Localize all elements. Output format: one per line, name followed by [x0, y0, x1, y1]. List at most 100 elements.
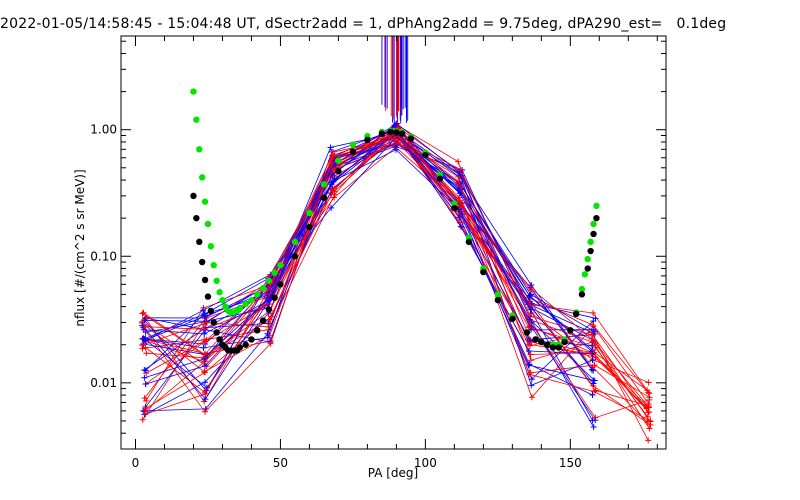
green-model-point [291, 238, 299, 246]
green-model-point [190, 88, 197, 95]
black-model-point [349, 148, 357, 155]
measurement-trace [144, 135, 594, 381]
green-model-point [581, 271, 589, 278]
measurement-trace [144, 131, 651, 422]
black-model-point [578, 291, 586, 298]
black-model-point [242, 341, 249, 348]
measurement-trace [144, 134, 593, 415]
green-model-point [201, 198, 209, 205]
green-model-point [349, 141, 357, 148]
green-model-point [584, 255, 591, 263]
black-model-point [422, 151, 429, 159]
green-model-point [219, 296, 226, 304]
black-model-point [590, 230, 597, 238]
measurement-trace [145, 126, 649, 407]
measurement-plus-marker [645, 437, 652, 444]
model-curves [190, 88, 600, 354]
green-model-point [271, 269, 278, 277]
measurement-plus-marker [646, 390, 653, 397]
black-model-point [538, 338, 545, 346]
y-tick-label: 0.01 [90, 376, 117, 390]
measurement-plus-marker [645, 379, 652, 386]
black-model-point [480, 268, 487, 276]
green-model-point [265, 277, 273, 284]
measurement-trace [145, 145, 594, 428]
measurement-trace [146, 146, 648, 423]
measured-flux-traces [139, 36, 654, 444]
black-model-point [555, 344, 562, 351]
black-model-point [587, 247, 594, 255]
measurement-plus-marker [141, 395, 148, 402]
black-model-point [593, 214, 600, 222]
measurement-trace [145, 134, 593, 421]
measurement-plus-marker [139, 342, 146, 349]
green-model-point [578, 285, 586, 293]
black-model-point [561, 338, 568, 346]
green-model-point [254, 291, 261, 298]
black-model-point [259, 317, 267, 324]
measurement-plus-marker [645, 404, 652, 411]
measurement-trace [142, 123, 650, 429]
black-model-point [320, 194, 328, 201]
black-model-point [271, 294, 278, 301]
green-model-point [248, 296, 255, 304]
black-model-point [335, 168, 342, 175]
green-model-point [277, 261, 284, 269]
green-model-point [335, 157, 342, 164]
green-model-point [210, 261, 217, 269]
black-model-point [216, 336, 223, 343]
black-model-point [265, 306, 273, 313]
measurement-plus-marker [140, 309, 147, 316]
black-model-point [277, 281, 284, 288]
black-model-point [193, 214, 200, 222]
black-model-point [543, 341, 551, 348]
green-model-point [196, 146, 203, 153]
plot-frame [120, 35, 667, 450]
measurement-trace [143, 131, 593, 412]
measurement-trace [143, 131, 594, 389]
measurement-trace [143, 133, 595, 381]
measurement-trace [145, 135, 596, 341]
black-model-point [572, 310, 580, 318]
black-model-point [532, 336, 539, 343]
black-model-point [387, 128, 394, 136]
measurement-trace [142, 129, 594, 384]
y-axis-title: nflux [#/(cm^2 s sr MeV)] [73, 169, 87, 326]
green-model-point [590, 220, 597, 228]
green-model-point [213, 277, 220, 284]
measurement-plus-marker [139, 416, 146, 423]
black-model-point [451, 204, 458, 212]
measurement-plus-marker [589, 357, 596, 364]
green-model-point [587, 238, 594, 246]
measurement-plus-marker [142, 380, 149, 387]
black-model-point [306, 223, 313, 231]
measurement-trace [145, 127, 650, 408]
y-tick-label: 0.10 [90, 249, 117, 263]
black-model-point [190, 192, 197, 200]
black-model-point [201, 276, 209, 284]
x-tick-label: 150 [559, 456, 582, 470]
black-model-point [407, 135, 415, 142]
black-model-point [196, 238, 203, 246]
black-model-point [291, 253, 299, 260]
measurement-plus-marker [646, 396, 653, 403]
black-model-point [549, 344, 557, 351]
green-model-point [216, 289, 223, 296]
black-model-point [494, 296, 502, 304]
measurement-trace [142, 138, 650, 419]
black-model-point [523, 329, 531, 336]
measurement-trace [143, 142, 596, 421]
black-model-point [210, 319, 217, 326]
black-model-point [567, 327, 574, 334]
black-model-point [204, 293, 212, 300]
measurement-plus-marker [142, 411, 149, 418]
measurement-plus-marker [647, 417, 654, 424]
green-model-point [494, 291, 502, 298]
green-model-point [451, 200, 458, 207]
green-model-point [593, 202, 600, 210]
black-model-point [213, 329, 220, 336]
measurement-trace [146, 132, 650, 398]
measurement-trace [141, 133, 649, 418]
y-tick-label: 1.00 [90, 123, 117, 137]
measurement-trace [144, 137, 650, 413]
